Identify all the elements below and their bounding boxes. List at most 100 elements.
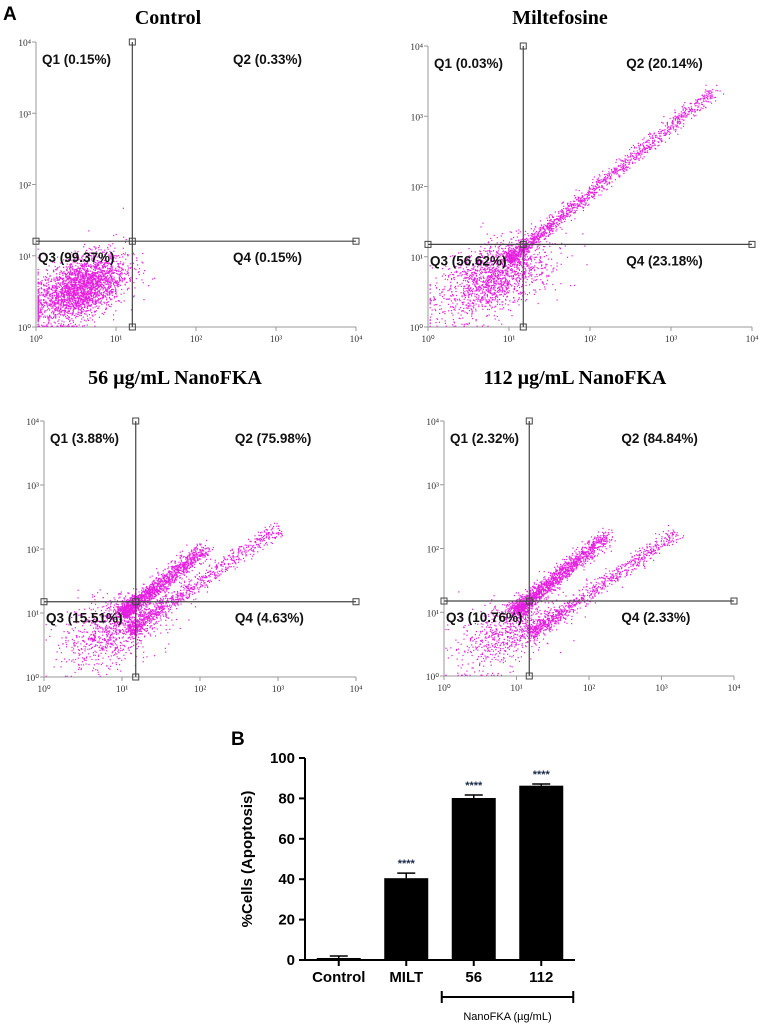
event-point bbox=[533, 238, 535, 240]
event-point bbox=[72, 325, 74, 327]
event-point bbox=[79, 271, 81, 273]
event-point bbox=[37, 325, 39, 327]
event-point bbox=[528, 272, 530, 274]
event-point bbox=[606, 181, 608, 183]
event-point bbox=[459, 307, 462, 309]
event-point bbox=[503, 259, 505, 262]
event-point bbox=[480, 253, 482, 255]
gate-handle[interactable] bbox=[32, 237, 40, 245]
event-point bbox=[582, 203, 584, 205]
event-point bbox=[488, 264, 490, 266]
event-point bbox=[541, 282, 544, 284]
gate-handle[interactable] bbox=[128, 237, 136, 245]
event-point bbox=[558, 215, 560, 217]
event-point bbox=[517, 267, 519, 269]
event-point bbox=[148, 285, 150, 287]
event-point bbox=[108, 254, 110, 256]
event-point bbox=[560, 283, 562, 285]
event-point bbox=[115, 300, 117, 303]
event-point bbox=[96, 282, 98, 284]
gate-handle[interactable] bbox=[352, 237, 360, 245]
event-point bbox=[498, 248, 500, 250]
event-point bbox=[65, 253, 67, 255]
event-point bbox=[513, 260, 515, 262]
event-point bbox=[541, 265, 543, 267]
event-point bbox=[452, 306, 454, 308]
event-point bbox=[98, 273, 100, 275]
event-point bbox=[98, 247, 100, 249]
event-point bbox=[97, 261, 99, 263]
event-point bbox=[49, 293, 51, 296]
event-point bbox=[510, 265, 512, 267]
event-point bbox=[64, 325, 66, 327]
event-point bbox=[47, 284, 50, 286]
event-point bbox=[467, 270, 469, 272]
event-point bbox=[497, 281, 499, 283]
event-point bbox=[79, 305, 81, 307]
event-point bbox=[599, 175, 601, 177]
event-point bbox=[629, 148, 631, 151]
event-point bbox=[56, 286, 58, 288]
event-point bbox=[105, 262, 107, 264]
event-point bbox=[607, 176, 609, 178]
event-point bbox=[526, 247, 529, 249]
event-point bbox=[107, 283, 110, 285]
event-point bbox=[498, 291, 500, 293]
event-point bbox=[44, 291, 46, 293]
event-point bbox=[77, 281, 80, 283]
event-point bbox=[538, 234, 540, 236]
event-point bbox=[84, 270, 86, 272]
event-point bbox=[86, 310, 88, 312]
event-point bbox=[539, 230, 541, 233]
gate-handle[interactable] bbox=[128, 323, 136, 331]
event-point bbox=[81, 273, 83, 275]
event-point bbox=[489, 281, 491, 283]
event-point bbox=[429, 325, 431, 327]
event-point bbox=[475, 273, 478, 275]
event-point bbox=[473, 304, 475, 306]
event-point bbox=[490, 292, 492, 295]
event-point bbox=[63, 321, 65, 323]
event-point bbox=[51, 287, 53, 289]
gate-handle[interactable] bbox=[128, 38, 136, 46]
event-point bbox=[529, 257, 531, 259]
event-point bbox=[70, 266, 72, 268]
event-point bbox=[99, 297, 101, 299]
event-point bbox=[508, 241, 511, 243]
event-point bbox=[119, 278, 121, 280]
event-point bbox=[511, 285, 513, 287]
event-point bbox=[444, 313, 446, 315]
event-point bbox=[63, 272, 65, 274]
event-point bbox=[709, 101, 711, 103]
event-point bbox=[74, 280, 76, 282]
event-point bbox=[87, 278, 89, 280]
event-point bbox=[86, 261, 89, 263]
flow-plot-miltefosine: Miltefosine 10⁰ 10¹ 10² 10³ 10⁴10⁰10¹10²10³1… bbox=[410, 7, 759, 345]
event-point bbox=[54, 303, 56, 305]
event-point bbox=[64, 289, 67, 291]
event-point bbox=[614, 170, 616, 172]
event-point bbox=[94, 325, 96, 327]
event-point bbox=[115, 270, 117, 272]
event-point bbox=[71, 297, 73, 299]
event-point bbox=[70, 281, 72, 283]
event-point bbox=[519, 273, 521, 275]
event-point bbox=[616, 167, 618, 169]
event-point bbox=[625, 169, 627, 171]
event-point bbox=[659, 139, 661, 141]
event-point bbox=[454, 309, 456, 311]
event-point bbox=[113, 234, 115, 237]
event-point bbox=[488, 241, 490, 243]
event-point bbox=[455, 298, 457, 300]
event-point bbox=[464, 261, 466, 263]
event-point bbox=[97, 271, 99, 273]
event-point bbox=[541, 233, 543, 235]
event-point bbox=[434, 285, 437, 287]
event-point bbox=[460, 251, 462, 254]
event-point bbox=[686, 116, 688, 118]
event-point bbox=[89, 255, 92, 257]
event-point bbox=[113, 278, 115, 280]
event-point bbox=[507, 273, 509, 275]
event-point bbox=[50, 300, 52, 302]
event-point bbox=[97, 263, 99, 265]
